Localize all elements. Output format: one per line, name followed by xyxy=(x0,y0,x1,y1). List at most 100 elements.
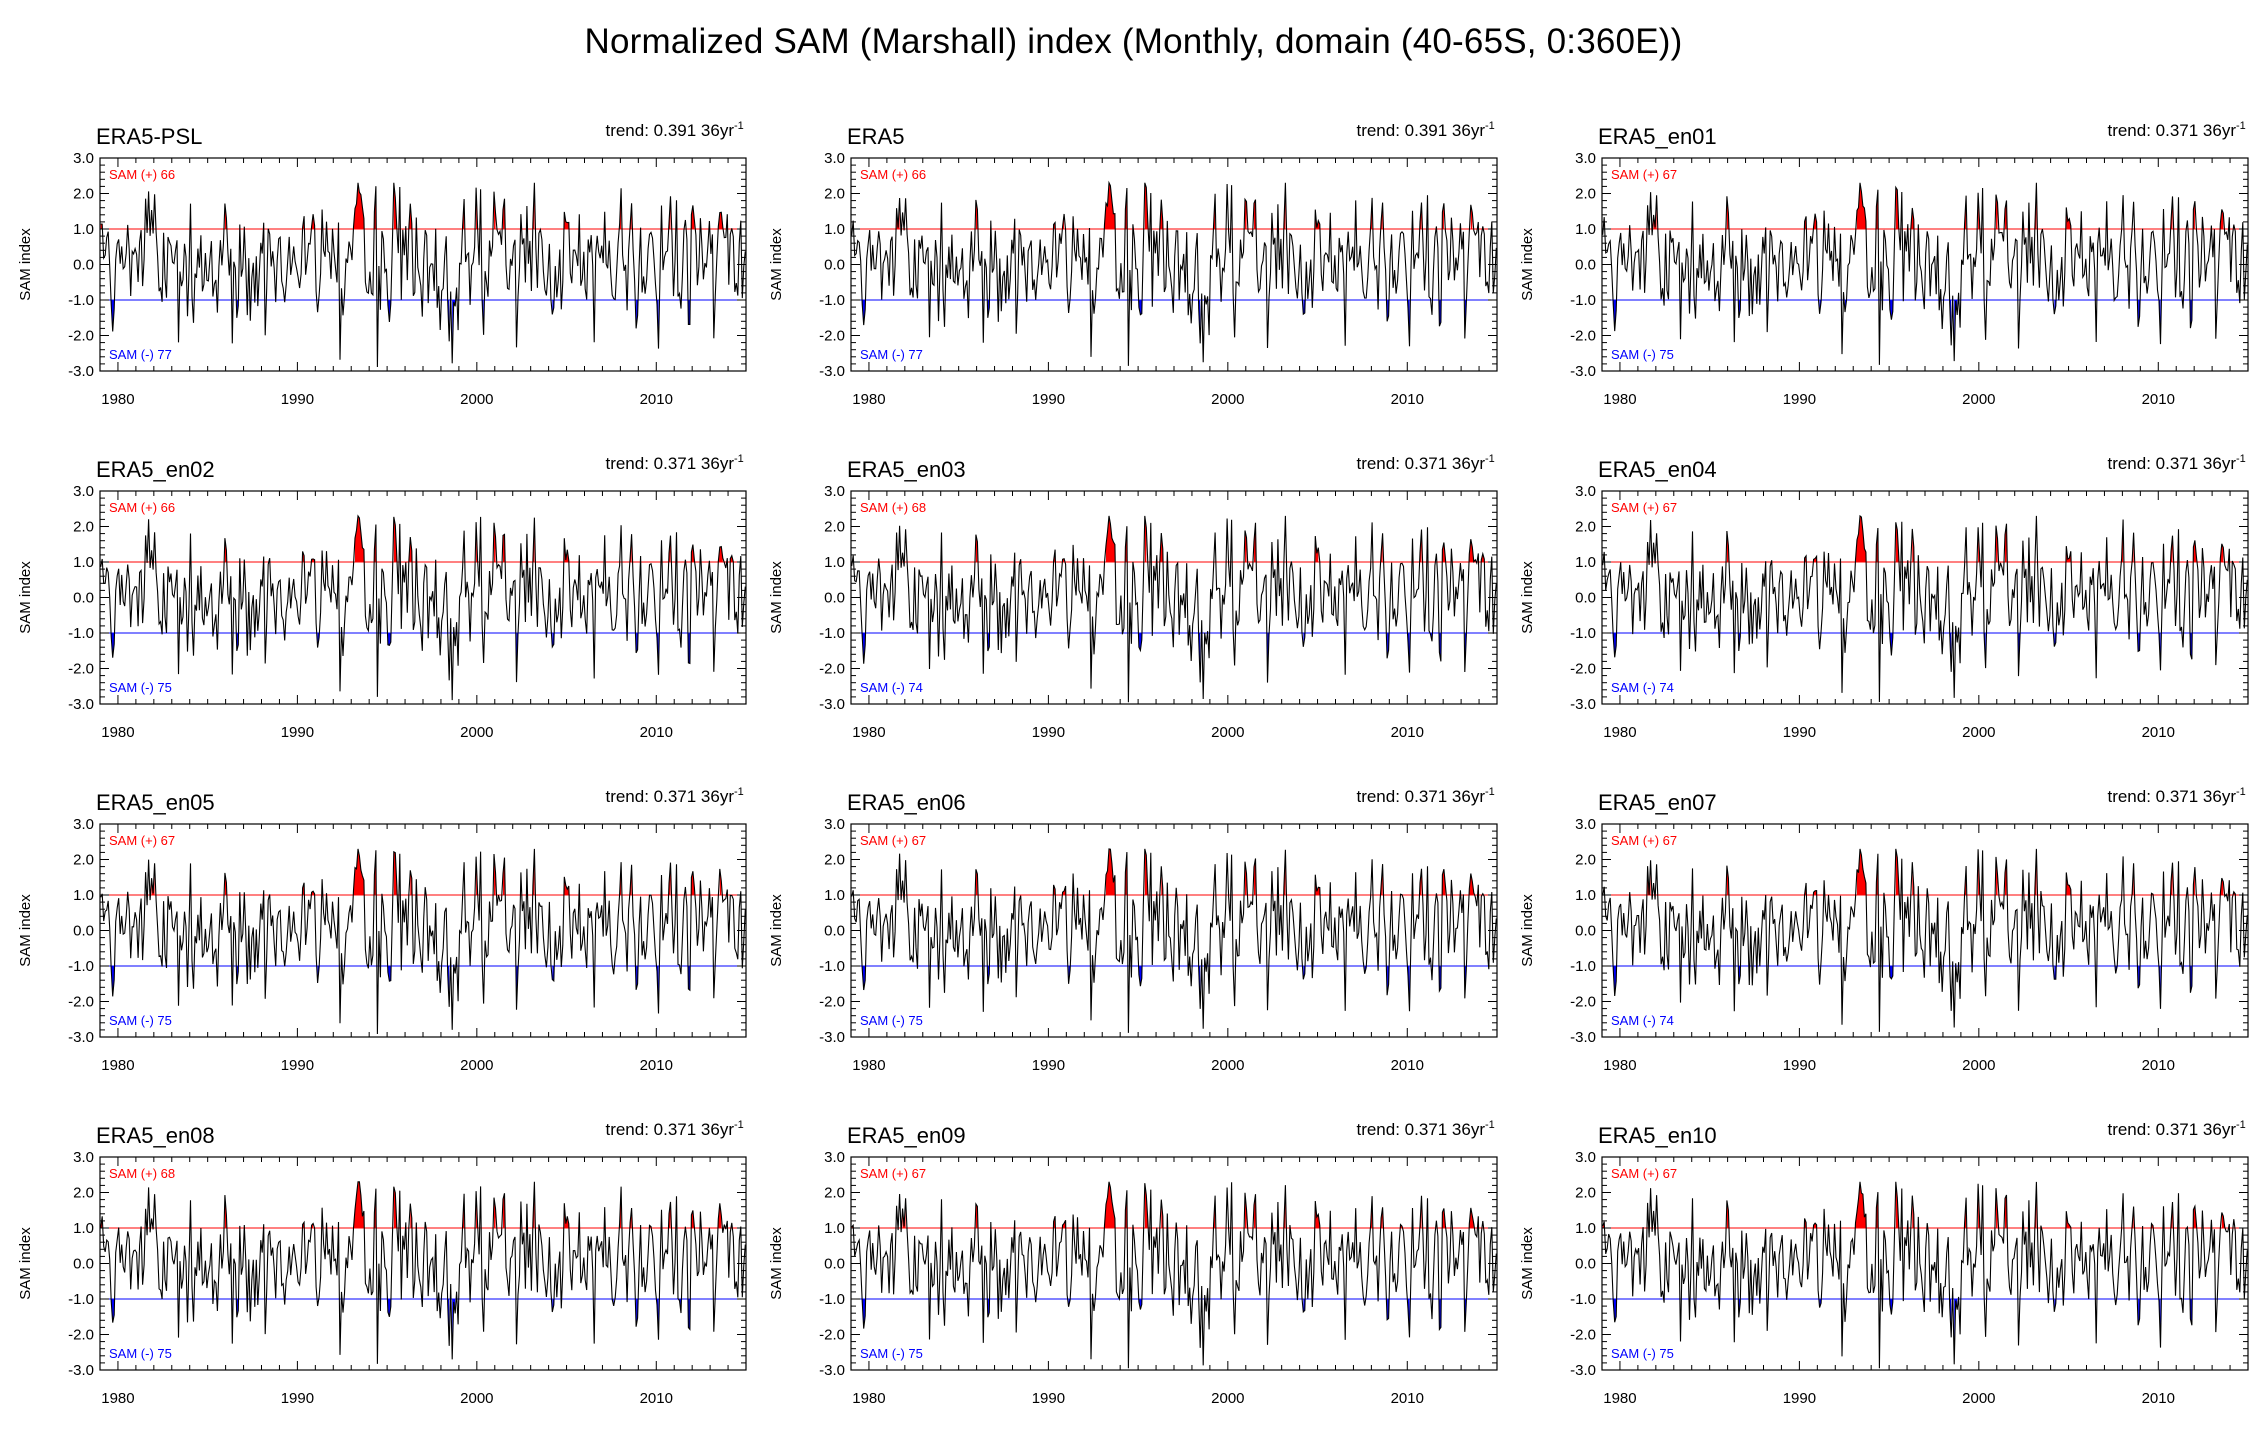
sam-negative-count: SAM (-) 74 xyxy=(860,680,923,695)
y-tick-label: 1.0 xyxy=(1575,221,1596,238)
y-tick-label: -1.0 xyxy=(819,958,845,975)
x-tick-label: 1980 xyxy=(101,391,134,408)
x-tick-label: 1980 xyxy=(101,724,134,741)
positive-fill xyxy=(1856,182,1866,229)
sam-series-line xyxy=(1602,514,2248,703)
y-axis-label: SAM index xyxy=(768,228,785,301)
y-tick-label: 2.0 xyxy=(1575,519,1596,536)
trend-label: trend: 0.371 36yr xyxy=(1356,1120,1485,1139)
trend-label: trend: 0.371 36yr xyxy=(1356,787,1485,806)
x-tick-label: 2000 xyxy=(1962,1390,1995,1407)
sam-negative-count: SAM (-) 75 xyxy=(109,1346,172,1361)
x-tick-label: 2000 xyxy=(1211,724,1244,741)
chart-panel: 3.0 2.0 1.0 0.0 -1.0 -2.0 -3.0 1980 1990 2000 2010… xyxy=(17,1119,747,1407)
negative-fill xyxy=(1889,1299,1893,1315)
positive-fill xyxy=(2193,1206,2197,1228)
sam-series-line xyxy=(100,848,746,1035)
positive-fill xyxy=(2220,209,2224,229)
positive-fill xyxy=(2066,872,2071,895)
x-tick-label: 2010 xyxy=(1391,1390,1424,1407)
positive-fill xyxy=(494,1197,496,1228)
x-tick-label: 1980 xyxy=(852,1057,885,1074)
negative-fill xyxy=(1889,966,1893,979)
x-tick-label: 1980 xyxy=(852,724,885,741)
panel-title: ERA5_en03 xyxy=(847,457,966,482)
y-tick-label: 3.0 xyxy=(824,150,845,167)
sam-series-line xyxy=(100,1181,746,1364)
x-tick-label: 1990 xyxy=(1783,391,1816,408)
y-tick-label: -3.0 xyxy=(68,363,94,380)
x-tick-label: 1980 xyxy=(1603,391,1636,408)
positive-fill xyxy=(1895,848,1899,895)
chart-panel: 3.0 2.0 1.0 0.0 -1.0 -2.0 -3.0 1980 1990 2000 2010… xyxy=(1519,1119,2249,1407)
y-tick-label: -1.0 xyxy=(1570,958,1596,975)
y-tick-label: 1.0 xyxy=(824,554,845,571)
y-tick-label: 0.0 xyxy=(1575,923,1596,940)
x-tick-label: 2010 xyxy=(1391,724,1424,741)
y-tick-label: -2.0 xyxy=(819,1327,845,1344)
x-tick-label: 1980 xyxy=(852,1390,885,1407)
panel-title: ERA5 xyxy=(847,124,904,149)
sam-positive-count: SAM (+) 68 xyxy=(860,500,926,515)
figure-title: Normalized SAM (Marshall) index (Monthly… xyxy=(584,22,1683,61)
y-tick-label: 1.0 xyxy=(73,221,94,238)
sam-positive-count: SAM (+) 67 xyxy=(1611,500,1677,515)
y-tick-label: -2.0 xyxy=(819,328,845,345)
chart-panel: 3.0 2.0 1.0 0.0 -1.0 -2.0 -3.0 1980 1990 2000 2010… xyxy=(1519,120,2249,408)
x-tick-label: 1980 xyxy=(1603,1057,1636,1074)
trend-label: trend: 0.391 36yr xyxy=(605,121,734,140)
x-tick-label: 1990 xyxy=(1032,724,1065,741)
sam-negative-count: SAM (-) 75 xyxy=(1611,1346,1674,1361)
y-tick-label: -1.0 xyxy=(819,292,845,309)
y-tick-label: 3.0 xyxy=(824,816,845,833)
positive-fill xyxy=(1104,182,1115,229)
x-tick-label: 2000 xyxy=(460,391,493,408)
y-tick-label: 3.0 xyxy=(73,816,94,833)
chart-panel: 3.0 2.0 1.0 0.0 -1.0 -2.0 -3.0 1980 1990 2000 2010… xyxy=(1519,453,2249,741)
trend-exponent: -1 xyxy=(2236,1119,2246,1131)
sam-positive-count: SAM (+) 67 xyxy=(109,833,175,848)
x-tick-label: 1990 xyxy=(1783,1390,1816,1407)
y-tick-label: 2.0 xyxy=(1575,852,1596,869)
sam-positive-count: SAM (+) 66 xyxy=(860,167,926,182)
positive-fill xyxy=(2005,859,2007,895)
x-tick-label: 1980 xyxy=(101,1390,134,1407)
sam-negative-count: SAM (-) 75 xyxy=(109,1013,172,1028)
negative-fill xyxy=(1949,633,1952,672)
y-tick-label: 2.0 xyxy=(824,1185,845,1202)
trend-exponent: -1 xyxy=(734,1119,744,1131)
x-tick-label: 2000 xyxy=(1211,391,1244,408)
negative-fill xyxy=(387,1299,391,1317)
y-tick-label: 1.0 xyxy=(1575,887,1596,904)
sam-positive-count: SAM (+) 67 xyxy=(1611,167,1677,182)
trend-label: trend: 0.371 36yr xyxy=(1356,454,1485,473)
negative-fill xyxy=(387,300,391,322)
chart-panel: 3.0 2.0 1.0 0.0 -1.0 -2.0 -3.0 1980 1990 2000 2010… xyxy=(17,786,747,1074)
positive-fill xyxy=(1996,525,1998,562)
positive-fill xyxy=(353,848,364,895)
x-tick-label: 1990 xyxy=(281,391,314,408)
positive-fill xyxy=(494,522,496,562)
y-tick-label: 2.0 xyxy=(1575,1185,1596,1202)
y-tick-label: -1.0 xyxy=(819,625,845,642)
trend-label: trend: 0.371 36yr xyxy=(2107,121,2236,140)
negative-fill xyxy=(387,633,391,646)
y-tick-label: 1.0 xyxy=(1575,1220,1596,1237)
x-tick-label: 2000 xyxy=(1962,724,1995,741)
panel-title: ERA5_en02 xyxy=(96,457,215,482)
trend-label: trend: 0.371 36yr xyxy=(2107,787,2236,806)
negative-fill xyxy=(1138,633,1142,651)
chart-panel: 3.0 2.0 1.0 0.0 -1.0 -2.0 -3.0 1980 1990 2000 2010… xyxy=(768,453,1498,741)
trend-exponent: -1 xyxy=(1485,453,1495,465)
sam-series-line xyxy=(851,180,1497,366)
trend-exponent: -1 xyxy=(1485,1119,1495,1131)
sam-negative-count: SAM (-) 75 xyxy=(109,680,172,695)
y-tick-label: 1.0 xyxy=(1575,554,1596,571)
trend-exponent: -1 xyxy=(2236,120,2246,132)
y-axis-label: SAM index xyxy=(17,1227,34,1300)
y-axis-label: SAM index xyxy=(768,561,785,634)
sam-negative-count: SAM (-) 75 xyxy=(860,1013,923,1028)
x-tick-label: 1990 xyxy=(281,1390,314,1407)
